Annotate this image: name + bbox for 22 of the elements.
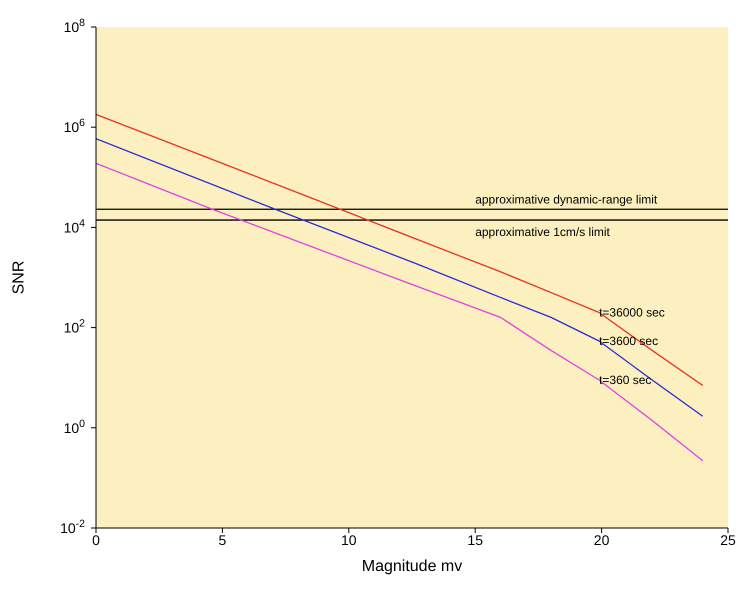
x-tick-label: 25 <box>720 532 736 548</box>
line-series <box>96 114 704 386</box>
y-tick-label: 10$^{4}$ <box>64 217 86 236</box>
x-axis-title: Magnitude mv <box>362 558 462 575</box>
y-tick-label: 10$^{8}$ <box>64 17 86 35</box>
y-tick-label: 10$^{-2}$ <box>60 518 86 536</box>
y-tick-label: 10$^{0}$ <box>64 418 86 436</box>
x-tick-label: 20 <box>594 532 610 548</box>
y-tick-label: 10$^{2}$ <box>64 318 86 336</box>
x-tick-label: 0 <box>92 532 100 548</box>
x-tick-label: 5 <box>218 532 226 548</box>
series-label: t=3600 sec <box>599 334 658 348</box>
y-tick-label: 10$^{6}$ <box>64 117 86 136</box>
x-tick-label: 15 <box>467 532 484 548</box>
line-series <box>96 138 704 417</box>
y-axis-title: SNR <box>10 260 28 294</box>
series-label: t=360 sec <box>599 372 652 387</box>
x-tick-label: 10 <box>341 532 357 548</box>
ref-line-label: approximative 1cm/s limit <box>475 225 611 240</box>
series-label: t=36000 sec <box>599 306 665 320</box>
ref-line-label: approximative dynamic-range limit <box>475 192 658 206</box>
line-series <box>96 162 704 462</box>
